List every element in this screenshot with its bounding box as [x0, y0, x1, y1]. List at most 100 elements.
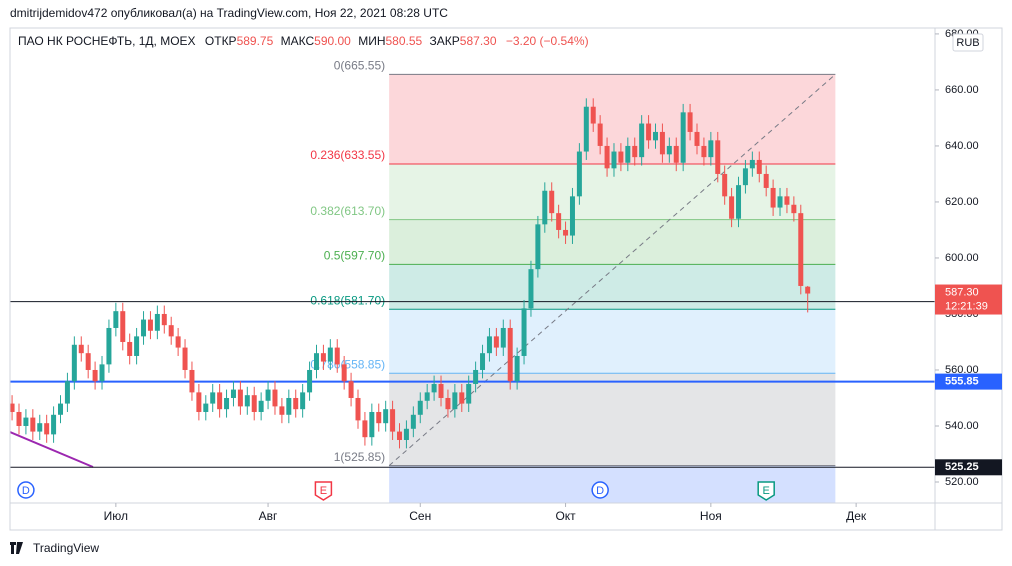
candle-body [237, 389, 243, 407]
trendline [10, 431, 94, 468]
candle-body [334, 347, 340, 365]
candle-body [639, 123, 645, 158]
currency-box [952, 33, 984, 52]
candle-body [376, 411, 382, 424]
y-tick-label: 540.00 [945, 420, 979, 432]
candle-body [742, 168, 748, 186]
candle-body [569, 196, 575, 236]
candle-body [58, 403, 64, 415]
candle-body [279, 406, 285, 415]
candle-body [355, 397, 361, 421]
candle-body [217, 392, 223, 410]
open-value: 589.75 [237, 34, 274, 48]
x-tick-label: Июл [104, 509, 128, 523]
candle-body [397, 431, 403, 440]
publisher: dmitrijdemidov472 опубликовал(а) на Trad… [10, 6, 448, 20]
candle-body [659, 131, 665, 155]
close-value: 587.30 [460, 34, 497, 48]
candle-body [687, 112, 693, 132]
candle-body [85, 353, 91, 370]
candle-body [784, 196, 790, 205]
candle-body [383, 409, 389, 424]
candle-body [438, 383, 444, 398]
brand: TradingView [33, 541, 99, 555]
candle-body [272, 389, 278, 407]
event-marker [17, 481, 35, 499]
candle-body [590, 106, 596, 124]
candle-body [37, 423, 43, 432]
candle-body [196, 392, 202, 412]
candle-body [369, 411, 375, 438]
candle-body [791, 204, 797, 214]
x-tick-label: Сен [409, 509, 431, 523]
low-label: МИН [358, 34, 385, 48]
candle-body [390, 409, 396, 432]
fib-zone [389, 264, 836, 310]
candle-body [424, 392, 430, 401]
candle-body [618, 151, 624, 163]
candle-body [597, 123, 603, 146]
candle-body [777, 196, 783, 208]
candle-body [736, 185, 742, 219]
candle-body [431, 383, 437, 393]
candle-body [64, 381, 70, 404]
candle-body [210, 392, 216, 404]
candle-body [341, 364, 347, 382]
candle-body [244, 395, 250, 407]
candle-body [701, 145, 707, 158]
candle-body [756, 159, 762, 174]
candle-body [147, 319, 153, 331]
low-value: 580.55 [386, 34, 423, 48]
candle-body [708, 140, 714, 158]
candle-body [466, 383, 472, 404]
candle-body [549, 190, 555, 214]
candle-body [749, 159, 755, 169]
candle-body [563, 229, 569, 236]
candle-body [71, 344, 77, 382]
candle-body [307, 369, 313, 393]
candle-body [286, 397, 292, 415]
candle-body [300, 392, 306, 410]
x-tick-label: Окт [555, 509, 576, 523]
candle-body [403, 428, 409, 440]
candle-body [666, 145, 672, 155]
fib-label: 0(665.55) [334, 59, 385, 73]
candle-body [230, 389, 236, 398]
y-tick-label: 560.00 [945, 364, 979, 376]
fib-zone [389, 309, 836, 374]
candle-body [514, 355, 520, 382]
candle-body [694, 131, 700, 146]
candle-body [134, 336, 140, 356]
candle-body [576, 151, 582, 197]
currency: RUB [956, 37, 979, 49]
candle-body [500, 327, 506, 348]
candle-body [44, 423, 50, 435]
candle-body [611, 151, 617, 169]
candle-body [798, 213, 804, 286]
candle-body [313, 353, 319, 370]
event-marker [757, 481, 775, 501]
candle-body [92, 369, 98, 382]
price-tag [935, 373, 1002, 390]
candle-body [99, 364, 105, 382]
last-price-label: 587.30 [945, 286, 979, 298]
y-tick-label: 660.00 [945, 84, 979, 96]
candle-body [161, 313, 167, 326]
price-tag-label: 555.85 [945, 376, 979, 388]
candle-body [521, 308, 527, 356]
y-tick-label: 600.00 [945, 252, 979, 264]
candle-body [770, 187, 776, 208]
x-tick-label: Ноя [700, 509, 722, 523]
candle-body [203, 403, 209, 412]
fib-zone [389, 219, 836, 265]
candle-body [652, 131, 658, 141]
fib-label: 0.236(633.55) [310, 148, 385, 162]
candle-body [154, 313, 160, 331]
candle-body [168, 325, 174, 337]
fib-label: 1(525.85) [334, 450, 385, 464]
candle-body [763, 173, 769, 188]
candle-body [293, 397, 299, 410]
candle-body [106, 327, 112, 365]
candle-body [473, 369, 479, 384]
